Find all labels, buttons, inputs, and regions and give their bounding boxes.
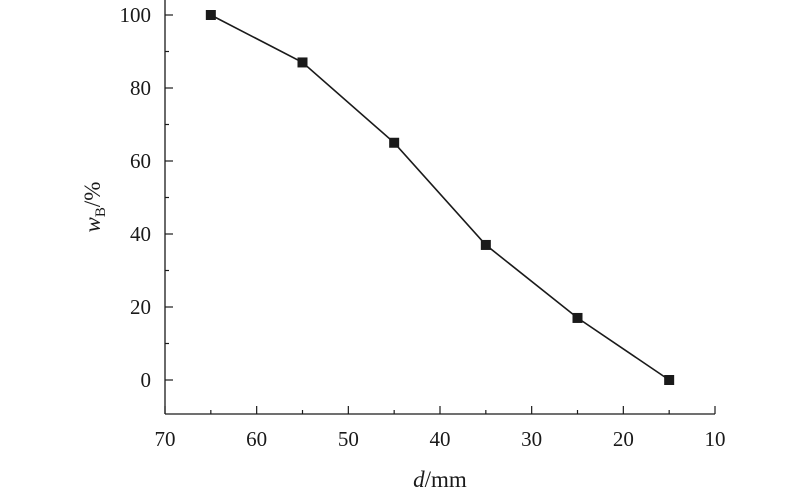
x-tick-label: 10 xyxy=(705,427,726,451)
y-ticks: 0 20 40 60 80 100 xyxy=(120,3,173,392)
y-tick-label: 60 xyxy=(130,149,151,173)
data-point-marker xyxy=(572,312,583,323)
y-axis-title: wB/% xyxy=(80,182,109,233)
x-tick-label: 20 xyxy=(613,427,634,451)
x-tick-label: 70 xyxy=(155,427,176,451)
y-axis-variable: w xyxy=(80,216,105,232)
x-tick-label: 60 xyxy=(246,427,267,451)
data-point-marker xyxy=(205,10,216,20)
y-tick-label: 80 xyxy=(130,76,151,100)
x-axis-title: d/mm xyxy=(413,467,467,492)
y-tick-label: 0 xyxy=(141,368,152,392)
series-line xyxy=(210,14,670,381)
y-tick-label: 100 xyxy=(120,3,152,27)
data-point-marker xyxy=(389,137,400,148)
data-series xyxy=(205,10,675,385)
x-axis-variable: d xyxy=(413,467,425,492)
x-tick-label: 50 xyxy=(338,427,359,451)
data-point-marker xyxy=(480,239,491,250)
y-axis-unit: /% xyxy=(80,182,105,208)
x-tick-label: 30 xyxy=(521,427,542,451)
y-tick-label: 40 xyxy=(130,222,151,246)
axes xyxy=(164,0,715,415)
x-tick-label: 40 xyxy=(430,427,451,451)
x-axis-unit: /mm xyxy=(425,467,467,492)
y-tick-label: 20 xyxy=(130,295,151,319)
data-point-marker xyxy=(664,375,675,385)
y-axis-subscript: B xyxy=(93,207,109,217)
data-point-marker xyxy=(297,57,308,68)
x-ticks: 70 60 50 40 30 20 10 xyxy=(155,406,726,451)
